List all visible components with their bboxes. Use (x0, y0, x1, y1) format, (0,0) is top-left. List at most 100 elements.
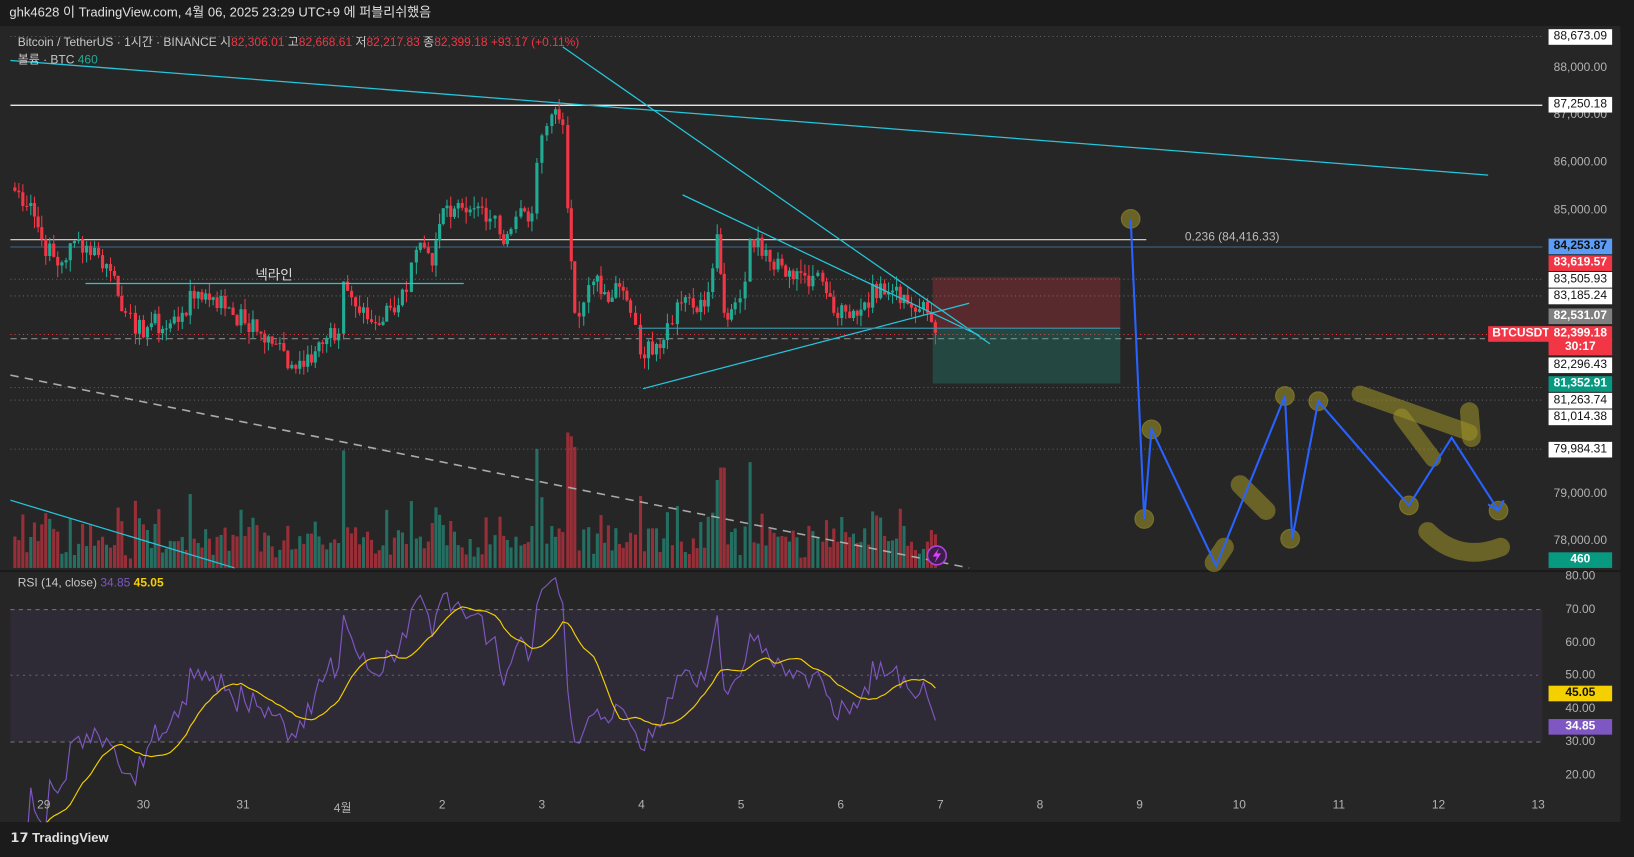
candle[interactable] (231, 307, 235, 316)
candle[interactable] (768, 249, 772, 262)
candle[interactable] (509, 229, 513, 235)
candle[interactable] (784, 265, 788, 277)
candle[interactable] (871, 283, 875, 308)
candle[interactable] (836, 312, 840, 318)
candle[interactable] (77, 239, 81, 241)
candle[interactable] (587, 285, 591, 303)
candle[interactable] (863, 302, 867, 310)
candle[interactable] (476, 206, 480, 209)
candle[interactable] (321, 342, 325, 345)
candle[interactable] (722, 273, 726, 313)
candle[interactable] (290, 364, 294, 369)
candle[interactable] (219, 295, 223, 308)
candle[interactable] (913, 307, 918, 312)
candle[interactable] (711, 268, 715, 292)
candle[interactable] (545, 126, 549, 136)
candle[interactable] (392, 307, 397, 313)
candle[interactable] (699, 299, 703, 313)
stop-loss-zone[interactable] (932, 277, 1121, 330)
candle[interactable] (263, 333, 267, 343)
candle[interactable] (743, 281, 747, 299)
candle[interactable] (337, 333, 341, 341)
candle[interactable] (235, 315, 239, 326)
candle[interactable] (239, 309, 243, 326)
candle[interactable] (207, 293, 211, 300)
candle[interactable] (776, 258, 780, 270)
candle[interactable] (733, 302, 737, 310)
candle[interactable] (381, 321, 385, 325)
candle[interactable] (40, 227, 44, 240)
candle[interactable] (891, 290, 895, 293)
candle[interactable] (350, 290, 354, 298)
candle[interactable] (618, 283, 622, 287)
candle[interactable] (887, 292, 891, 295)
candle[interactable] (456, 203, 460, 209)
candle[interactable] (204, 293, 208, 300)
candle[interactable] (123, 311, 128, 313)
candle[interactable] (396, 305, 400, 313)
candle[interactable] (488, 218, 492, 222)
candle[interactable] (460, 203, 464, 208)
candle[interactable] (302, 360, 306, 367)
candle[interactable] (752, 239, 756, 247)
candle[interactable] (695, 307, 699, 313)
candle[interactable] (441, 208, 445, 225)
candle[interactable] (426, 247, 430, 254)
candle[interactable] (255, 319, 259, 332)
candle[interactable] (840, 305, 844, 318)
candle[interactable] (192, 290, 196, 299)
candle[interactable] (362, 307, 366, 313)
candle[interactable] (764, 249, 768, 256)
candle[interactable] (108, 264, 113, 272)
candle[interactable] (266, 336, 270, 343)
candle[interactable] (844, 305, 848, 312)
candle[interactable] (157, 313, 161, 334)
candle[interactable] (270, 336, 274, 344)
candle[interactable] (803, 272, 807, 276)
candle[interactable] (342, 281, 346, 334)
candle[interactable] (851, 310, 856, 319)
candle[interactable] (606, 291, 610, 302)
tradingview-logo[interactable]: 𝟭𝟳 TradingView (10, 830, 108, 846)
candle[interactable] (434, 240, 438, 266)
candle[interactable] (883, 283, 887, 295)
candle[interactable] (638, 324, 643, 355)
candle[interactable] (610, 297, 614, 302)
candle[interactable] (85, 245, 89, 253)
candle[interactable] (274, 343, 278, 345)
candle[interactable] (294, 364, 298, 369)
candle[interactable] (52, 243, 56, 257)
candle[interactable] (438, 224, 442, 241)
candle[interactable] (582, 302, 586, 317)
candle[interactable] (96, 247, 101, 256)
candle[interactable] (68, 243, 72, 261)
rsi-legend[interactable]: RSI (14, close) 34.85 45.05 (18, 577, 164, 590)
candle[interactable] (859, 309, 863, 316)
candle[interactable] (614, 283, 618, 298)
candle[interactable] (60, 262, 64, 266)
candle[interactable] (909, 303, 914, 308)
candle[interactable] (309, 354, 314, 363)
candle[interactable] (358, 306, 362, 313)
candle[interactable] (906, 294, 910, 304)
candle[interactable] (855, 310, 859, 316)
candle[interactable] (799, 271, 803, 273)
candle[interactable] (628, 300, 633, 313)
candle[interactable] (706, 291, 710, 307)
candle[interactable] (780, 258, 784, 266)
candle[interactable] (726, 312, 730, 320)
candle[interactable] (164, 328, 168, 330)
candle[interactable] (100, 255, 105, 269)
dashed-trendline[interactable] (10, 374, 970, 569)
candle[interactable] (577, 312, 581, 317)
candle[interactable] (791, 270, 795, 280)
candle[interactable] (44, 239, 48, 256)
candle[interactable] (828, 293, 832, 297)
candle[interactable] (502, 234, 506, 245)
candle[interactable] (21, 192, 25, 206)
candle[interactable] (687, 297, 691, 299)
candle[interactable] (795, 271, 799, 280)
candle[interactable] (29, 203, 33, 206)
candle[interactable] (259, 331, 263, 334)
candle[interactable] (176, 316, 180, 322)
